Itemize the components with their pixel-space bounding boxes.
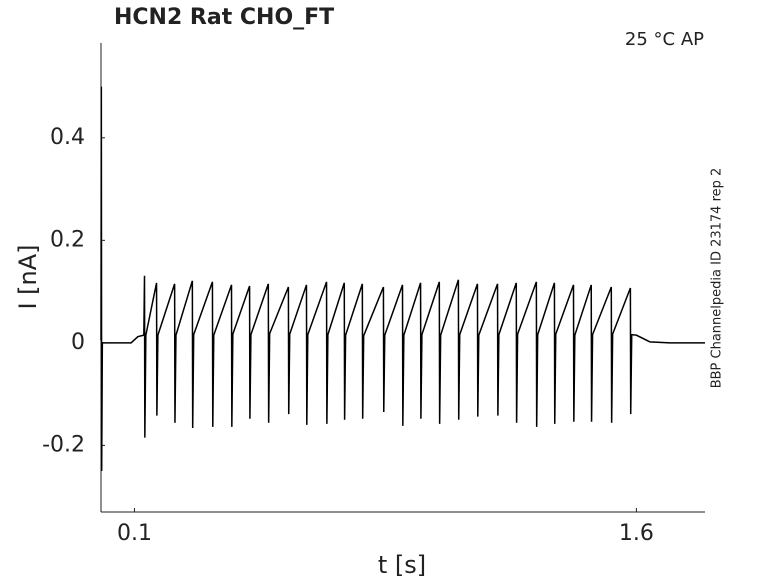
- x-axis-label: t [s]: [378, 551, 426, 579]
- trace-line: [100, 86, 705, 471]
- y-tick-label: 0.2: [50, 227, 85, 252]
- y-tick-label: 0.4: [50, 125, 85, 150]
- y-axis-label: I [nA]: [14, 244, 42, 309]
- x-tick-label: 0.1: [117, 521, 152, 546]
- annotation: 25 °C AP: [625, 29, 704, 50]
- side-note: BBP Channelpedia ID 23174 rep 2: [710, 168, 725, 389]
- y-tick-label: -0.2: [42, 432, 85, 457]
- y-tick-label: 0: [71, 330, 85, 355]
- x-tick-label: 1.6: [619, 521, 654, 546]
- chart-title: HCN2 Rat CHO_FT: [114, 5, 334, 30]
